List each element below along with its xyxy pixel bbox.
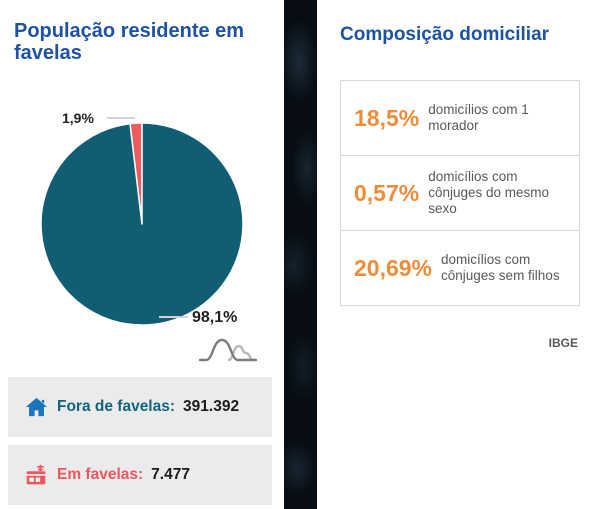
pie-slice-label-fora-de-favelas: 98,1% [192, 309, 238, 326]
pie-slice-fora-de-favelas[interactable] [40, 122, 244, 326]
composition-stat-list: 18,5% domicílios com 1 morador 0,57% dom… [340, 80, 580, 306]
stat-description: domicílios com 1 morador [428, 102, 529, 133]
stat-card-conjuges-mesmo-sexo: 0,57% domicílios com cônjuges do mesmo s… [340, 155, 580, 231]
page-title: População residente em favelas [14, 20, 245, 64]
source-attribution: IBGE [548, 336, 578, 350]
stat-description: domicílios com cônjuges do mesmo sexo [428, 169, 550, 216]
pie-slice-label-em-favelas: 1,9% [62, 110, 94, 126]
favela-population-panel: População residente em favelas 1,9% 98,1… [0, 0, 284, 509]
stat-percent: 0,57% [354, 179, 420, 206]
stat-card-1-morador: 18,5% domicílios com 1 morador [340, 80, 580, 156]
pie-leader-line-large [159, 316, 188, 318]
stat-value: 391.392 [183, 398, 240, 415]
stat-percent: 20,69% [354, 254, 433, 281]
hills-logo-icon [198, 338, 258, 362]
pie-leader-line-small [107, 117, 135, 119]
household-composition-panel: Composição domiciliar 18,5% domicílios c… [317, 0, 600, 509]
favela-house-icon [26, 464, 46, 484]
stat-card-conjuges-sem-filhos: 20,69% domicílios com cônjuges sem filho… [340, 230, 580, 306]
pie-chart[interactable] [0, 0, 284, 380]
stat-box-fora-de-favelas: Fora de favelas: 391.392 [8, 377, 272, 437]
stat-description: domicílios com cônjuges sem filhos [441, 252, 560, 283]
stat-value: 7.477 [151, 466, 190, 483]
stat-label: Fora de favelas: [57, 398, 176, 415]
stat-box-em-favelas: Em favelas: 7.477 [8, 445, 272, 505]
background-photo-strip [284, 0, 317, 509]
stat-label: Em favelas: [57, 466, 144, 483]
home-icon [25, 397, 48, 416]
stat-percent: 18,5% [354, 104, 420, 131]
section-title: Composição domiciliar [340, 24, 550, 45]
